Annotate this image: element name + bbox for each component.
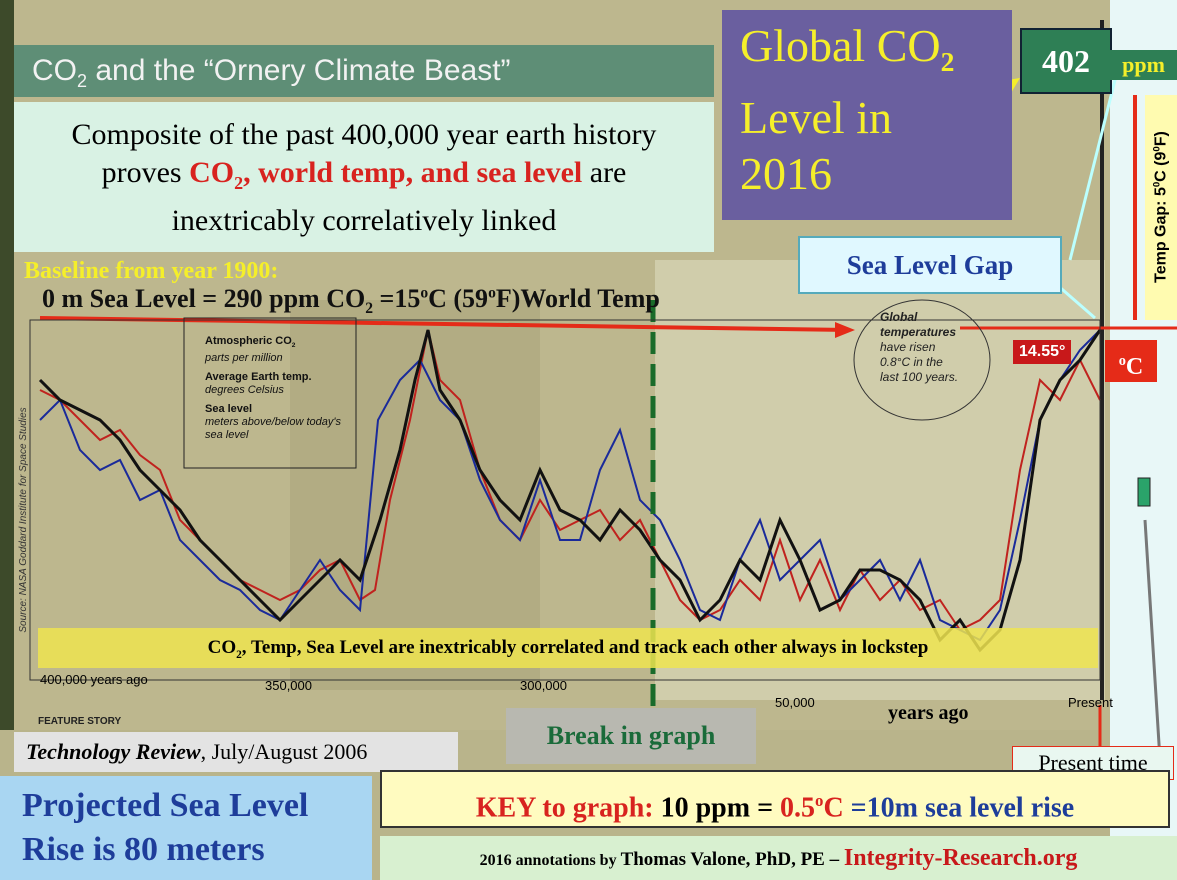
text: , July/August 2006 — [200, 739, 368, 764]
temp-gap-box: Temp Gap: 50C (90F) — [1145, 95, 1177, 320]
text: 2 — [291, 342, 296, 350]
text: CO — [207, 637, 237, 658]
axis-label: years ago — [888, 702, 969, 724]
title: CO2 and the “Ornery Climate Beast” — [14, 45, 714, 97]
text: , world temp, and sea level — [243, 156, 583, 189]
text: =15 — [373, 284, 421, 313]
text: and the “Ornery Climate Beast” — [87, 54, 511, 87]
citation: Technology Review, July/August 2006 — [14, 732, 458, 772]
marker — [1137, 477, 1151, 507]
legend: Atmospheric CO2 parts per million Average… — [205, 335, 345, 442]
temp-now: 14.55° — [1013, 340, 1072, 364]
text: Global — [880, 310, 918, 324]
text: Sea level — [205, 403, 253, 416]
deg-c: oC — [1105, 340, 1157, 382]
text: last 100 years. — [880, 370, 959, 384]
text: =10m sea level rise — [843, 792, 1075, 824]
text: Average Earth temp. — [205, 371, 312, 384]
text: C (59 — [428, 284, 489, 313]
text: C — [823, 792, 844, 824]
text: o — [815, 791, 824, 810]
axis-label: 300,000 — [520, 678, 567, 693]
text: Rise is 80 meters — [22, 831, 265, 868]
projected: Projected Sea Level Rise is 80 meters — [0, 776, 372, 880]
global-box: Global CO2 Level in 2016 — [722, 10, 1012, 220]
text: Temp Gap: 5 — [1152, 187, 1170, 283]
text: 2 — [77, 71, 88, 91]
text: 10 ppm = — [660, 792, 781, 824]
text: CO — [32, 54, 77, 87]
text: o — [1118, 353, 1126, 369]
text: o — [488, 284, 496, 302]
text: F)World Temp — [495, 284, 660, 313]
text: 2 — [234, 173, 244, 193]
text: parts per million — [205, 352, 283, 365]
grey-arrow — [1143, 519, 1162, 761]
frame — [29, 319, 1101, 681]
sea-level-gap: Sea Level Gap — [798, 236, 1062, 294]
note: Global temperatures have risen 0.8°C in the… — [880, 310, 958, 385]
axis-label: 400,000 years ago — [40, 672, 148, 687]
text: Source: NASA Goddard Institute for Space… — [18, 407, 29, 633]
ppm-value: 402 — [1020, 28, 1112, 94]
text: C (9 — [1152, 151, 1170, 182]
axis-label: 50,000 — [775, 695, 815, 710]
text: 2 — [365, 300, 373, 318]
footer: 2016 annotations by Thomas Valone, PhD, … — [380, 836, 1177, 880]
text: Level in — [740, 92, 892, 144]
text: Integrity-Research.org — [843, 845, 1078, 871]
feature-story: FEATURE STORY — [38, 716, 122, 727]
text: 2016 annotations by — [479, 852, 621, 869]
left-stripe — [0, 0, 14, 730]
text: Technology Review — [26, 739, 201, 764]
text: Thomas Valone, PhD, PE – — [620, 849, 844, 870]
text: KEY to graph: — [475, 792, 661, 824]
key: KEY to graph: 10 ppm = 0.5oC =10m sea le… — [380, 770, 1170, 828]
intro: Composite of the past 400,000 year earth… — [14, 102, 714, 252]
sea-level-line — [39, 329, 1101, 642]
ppm-unit: ppm — [1110, 50, 1177, 80]
text: meters above/below today's sea level — [205, 416, 342, 442]
text: 0 — [1151, 181, 1163, 188]
text: Projected Sea Level — [22, 787, 309, 824]
text: 2 — [940, 46, 955, 78]
text: 0 — [1151, 146, 1163, 152]
text: 2 — [236, 648, 242, 661]
text: 0.8°C in the — [880, 355, 943, 369]
text: 2016 — [740, 148, 832, 200]
text: C — [1125, 354, 1144, 380]
co2-line — [38, 329, 1102, 653]
axis-label: 350,000 — [265, 678, 312, 693]
text: 0 m Sea Level = 290 ppm CO — [42, 284, 366, 313]
text: CO — [189, 156, 235, 189]
legend-box — [183, 317, 357, 469]
baseline-title: Baseline from year 1900: — [24, 258, 279, 284]
baseline: 0 m Sea Level = 290 ppm CO2 =15oC (59oF)… — [42, 284, 660, 318]
note-circle — [853, 299, 991, 421]
text: temperatures — [880, 325, 957, 339]
banner: CO2, Temp, Sea Level are inextricably co… — [38, 628, 1098, 668]
text: , Temp, Sea Level are inextricably corre… — [241, 637, 929, 658]
axis-label: Present — [1068, 695, 1113, 710]
text: are inextricably correlatively linked — [171, 156, 627, 237]
break-label: Break in graph — [506, 708, 756, 764]
text: Atmospheric CO — [205, 335, 292, 347]
text: Global CO — [740, 20, 941, 71]
text: have risen — [880, 340, 936, 354]
axis-line — [1100, 20, 1104, 700]
text: Composite of the past 400,000 year earth… — [71, 118, 657, 189]
arrowhead — [835, 322, 855, 338]
text: o — [420, 284, 429, 302]
temp-gap: Temp Gap: 50C (90F) — [1151, 131, 1170, 283]
text: F) — [1152, 131, 1170, 147]
text: degrees Celsius — [205, 384, 284, 397]
text: 0.5 — [780, 792, 816, 824]
